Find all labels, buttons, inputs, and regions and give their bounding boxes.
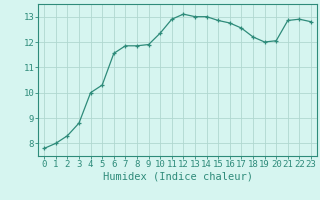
X-axis label: Humidex (Indice chaleur): Humidex (Indice chaleur) — [103, 172, 252, 182]
